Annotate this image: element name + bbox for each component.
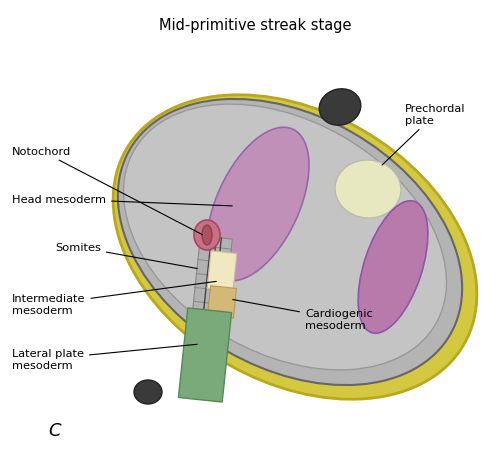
Ellipse shape bbox=[134, 380, 162, 404]
Ellipse shape bbox=[194, 220, 220, 251]
Bar bbox=[207, 251, 237, 291]
Bar bbox=[184, 236, 232, 398]
Text: Intermediate
mesoderm: Intermediate mesoderm bbox=[12, 282, 216, 315]
Ellipse shape bbox=[319, 90, 361, 126]
Ellipse shape bbox=[124, 105, 447, 370]
Text: Cardiogenic
mesoderm: Cardiogenic mesoderm bbox=[233, 300, 373, 330]
Text: Lateral plate
mesoderm: Lateral plate mesoderm bbox=[12, 345, 197, 370]
Text: Somites: Somites bbox=[55, 242, 197, 269]
Ellipse shape bbox=[335, 161, 401, 218]
Text: Mid-primitive streak stage: Mid-primitive streak stage bbox=[159, 18, 351, 33]
Bar bbox=[208, 286, 237, 319]
Text: Notochord: Notochord bbox=[12, 147, 203, 235]
Text: Prechordal
plate: Prechordal plate bbox=[382, 104, 466, 166]
Ellipse shape bbox=[202, 225, 212, 246]
Ellipse shape bbox=[113, 95, 477, 399]
Ellipse shape bbox=[207, 128, 309, 281]
Ellipse shape bbox=[118, 100, 462, 385]
Ellipse shape bbox=[358, 202, 428, 334]
Text: C: C bbox=[48, 421, 60, 439]
Text: Head mesoderm: Head mesoderm bbox=[12, 195, 232, 207]
Bar bbox=[179, 308, 232, 402]
